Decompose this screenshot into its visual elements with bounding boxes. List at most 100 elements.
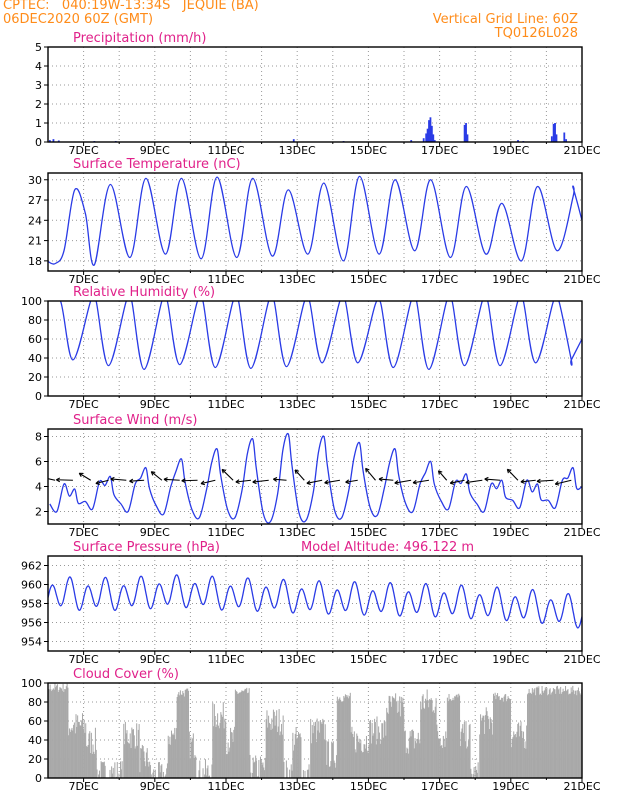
wind-arrow-head	[412, 479, 418, 485]
precip-bar	[555, 134, 558, 142]
cloud-bar	[168, 744, 170, 778]
cloud-bar	[86, 746, 88, 778]
cloud-bar	[150, 774, 152, 778]
cloud-bar	[543, 690, 546, 778]
cloud-bar	[370, 719, 372, 778]
cloud-bar	[550, 694, 552, 778]
cloud-bar	[546, 687, 548, 778]
cloud-bar	[541, 686, 543, 778]
precip-panel: 0 1 2 3 4 5 7DEC 9DEC 11DEC 13DEC 15DEC 17DEC 19DEC 2…	[35, 31, 601, 157]
x-tick-label: 17DEC	[421, 526, 458, 539]
cloud-bar	[553, 688, 555, 778]
cloud-bar	[371, 722, 373, 778]
cloud-bar	[436, 724, 438, 778]
cloud-bar	[130, 748, 132, 778]
cloud-bar	[182, 690, 184, 778]
cloud-bar	[361, 750, 363, 778]
cloud-bar	[409, 731, 411, 778]
cloud-bar	[298, 734, 300, 778]
cloud-bar	[439, 738, 441, 778]
cloud-bar	[399, 716, 401, 778]
cloud-bar	[181, 695, 183, 778]
cloud-bar	[509, 699, 512, 778]
cloud-bar	[336, 755, 338, 778]
cloud-bar	[494, 692, 496, 778]
cloud-bar	[415, 741, 417, 778]
cloud-bar	[479, 734, 481, 778]
cloud-bar	[169, 736, 171, 778]
cloud-bar	[48, 689, 50, 778]
cloud-bar	[539, 694, 541, 778]
cloud-bar	[261, 764, 263, 778]
cloud-bar	[340, 701, 342, 778]
cloud-bar	[259, 756, 262, 778]
wind-direction-arrow	[484, 478, 501, 481]
cloud-bar	[294, 733, 296, 778]
cloud-bar	[212, 702, 214, 778]
cloud-bar	[136, 723, 138, 778]
cloud-bar	[395, 701, 397, 778]
cloud-bar	[293, 744, 295, 778]
temp-data	[48, 175, 582, 266]
cloud-bar	[353, 731, 355, 778]
press-panel: 954 956 958 960 962 7DEC 9DEC 11DEC 13DEC 15DEC 17…	[21, 540, 601, 666]
cloud-bar	[548, 689, 550, 778]
cloud-bar	[248, 688, 250, 778]
cloud-bar	[403, 707, 405, 778]
wind-arrow-head	[56, 477, 61, 483]
cloud-bar	[418, 739, 420, 778]
cloud-bar	[180, 694, 182, 778]
cloud-bar	[442, 747, 444, 778]
cloud-bar	[250, 772, 252, 778]
cloud-bar	[192, 738, 194, 778]
cloud-data	[48, 683, 582, 778]
cloud-bar	[531, 694, 533, 778]
cloud-bar	[506, 699, 508, 778]
cloud-bar	[395, 693, 397, 778]
cloud-bar	[470, 768, 472, 778]
precip-bar	[410, 140, 413, 142]
y-tick-label: 4	[35, 481, 42, 494]
cloud-bar	[270, 729, 272, 778]
cloud-bar	[186, 688, 188, 778]
cloud-bar	[298, 732, 300, 778]
cloud-bar	[131, 727, 133, 778]
cloud-bar	[493, 695, 495, 778]
wind-arrow-head	[273, 477, 278, 482]
cloud-bar	[394, 699, 396, 778]
cloud-bar	[89, 731, 91, 778]
wind-arrow-head	[181, 478, 186, 484]
cloud-bar	[111, 766, 113, 778]
y-tick-label: 8	[35, 431, 42, 444]
cloud-bar	[311, 725, 313, 778]
cloud-bar	[382, 723, 384, 778]
cloud-bar	[447, 701, 449, 778]
cloud-bar	[226, 754, 228, 778]
cloud-bar	[85, 723, 87, 778]
cloud-bar	[417, 732, 419, 778]
cloud-bar	[331, 741, 333, 778]
cloud-bar	[111, 773, 113, 778]
y-tick-label: 24	[28, 214, 42, 227]
cloud-bar	[224, 718, 226, 778]
cloud-bar	[104, 765, 106, 778]
y-tick-label: 80	[28, 696, 42, 709]
cloud-bar	[315, 721, 317, 778]
cloud-bar	[126, 730, 128, 778]
cloud-bar	[144, 761, 146, 778]
x-tick-label: 21DEC	[563, 526, 600, 539]
cloud-bar	[320, 722, 322, 778]
wind-arrow-head	[110, 476, 115, 482]
cloud-bar	[147, 761, 149, 778]
cloud-bar	[413, 748, 415, 778]
cloud-bar	[484, 733, 486, 778]
cloud-bar	[74, 733, 76, 778]
cloud-bar	[520, 721, 522, 778]
cloud-bar	[139, 772, 141, 778]
cloud-bar	[548, 694, 550, 778]
cloud-bar	[511, 738, 513, 778]
wind-arrow-head	[129, 478, 134, 484]
wind-direction-arrow	[78, 472, 92, 481]
cloud-bar	[195, 756, 197, 778]
cloud-bar	[357, 741, 359, 778]
